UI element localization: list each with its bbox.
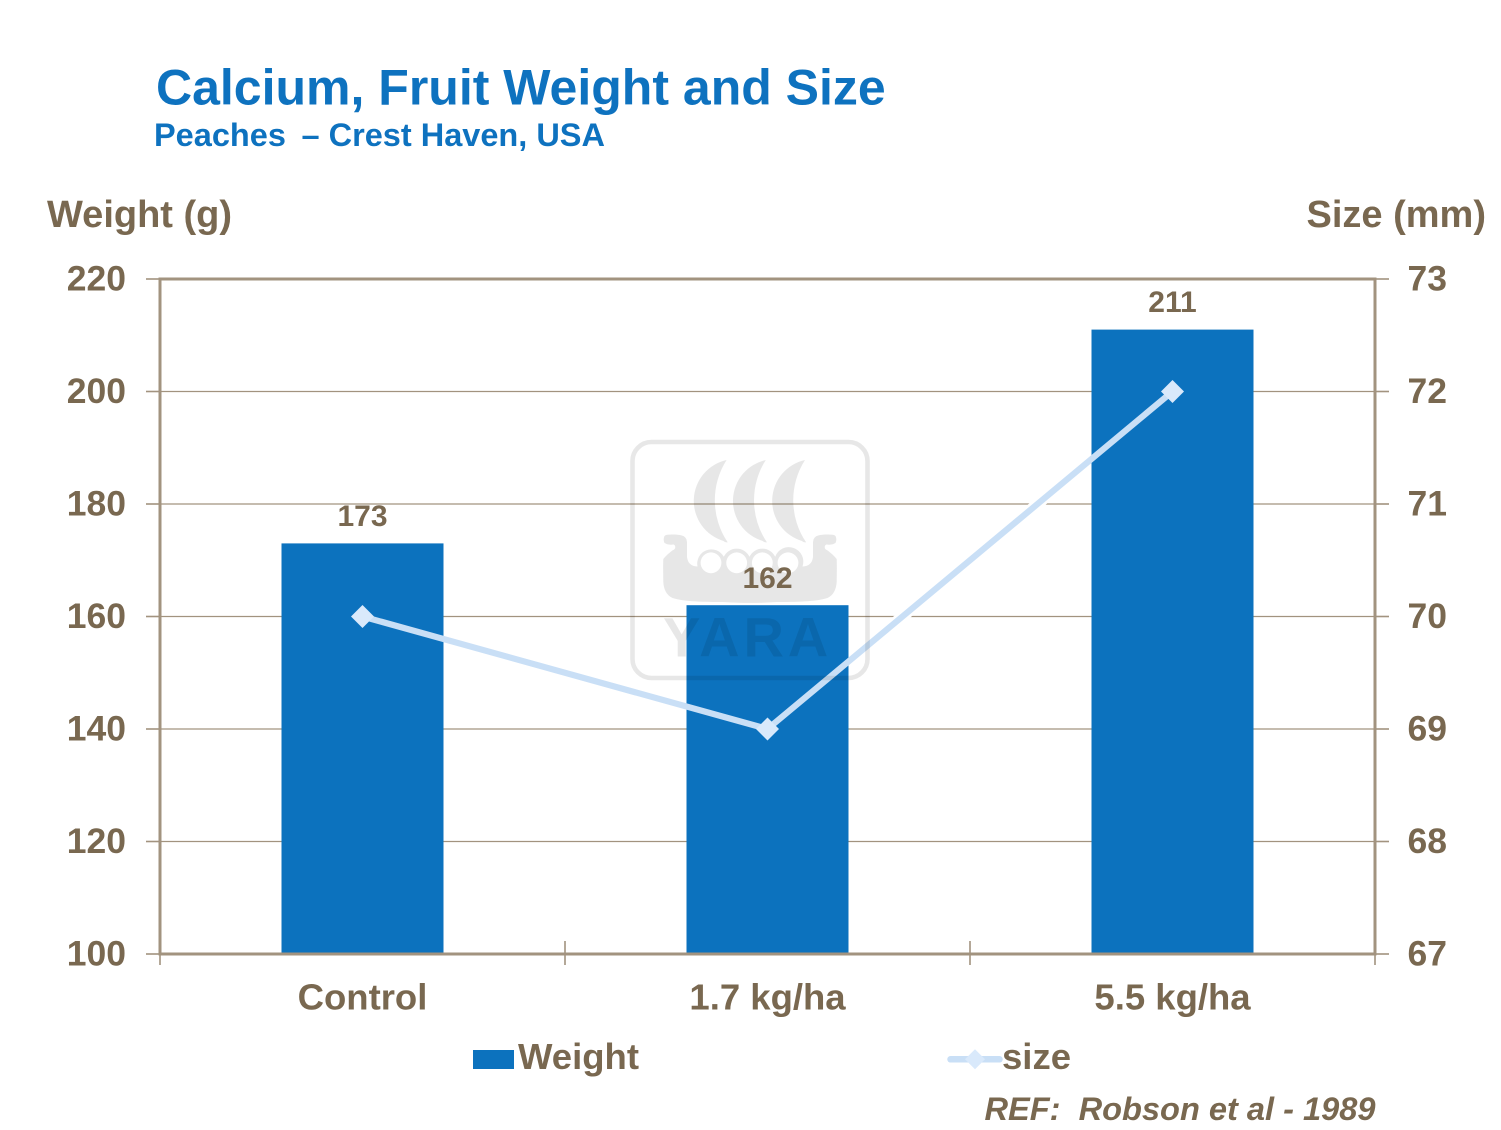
- svg-text:size: size: [1002, 1036, 1071, 1077]
- svg-text:Weight (g): Weight (g): [47, 194, 232, 236]
- svg-text:71: 71: [1408, 483, 1448, 523]
- svg-text:– Crest Haven, USA: – Crest Haven, USA: [302, 117, 605, 153]
- svg-text:68: 68: [1408, 821, 1448, 861]
- svg-text:73: 73: [1408, 258, 1448, 298]
- svg-text:211: 211: [1148, 286, 1196, 319]
- svg-text:1.7 kg/ha: 1.7 kg/ha: [689, 977, 846, 1018]
- svg-text:120: 120: [67, 821, 126, 861]
- svg-text:Weight: Weight: [518, 1036, 639, 1077]
- svg-text:69: 69: [1408, 708, 1448, 748]
- svg-text:180: 180: [67, 483, 126, 523]
- svg-text:140: 140: [67, 708, 126, 748]
- svg-text:220: 220: [67, 258, 126, 298]
- svg-text:100: 100: [67, 933, 126, 973]
- svg-text:Control: Control: [298, 977, 428, 1018]
- svg-text:200: 200: [67, 371, 126, 411]
- svg-text:Size (mm): Size (mm): [1307, 194, 1486, 236]
- svg-text:173: 173: [337, 500, 387, 533]
- svg-text:162: 162: [742, 562, 792, 595]
- svg-text:72: 72: [1408, 371, 1448, 411]
- svg-text:70: 70: [1408, 596, 1448, 636]
- svg-text:YARA: YARA: [663, 606, 832, 669]
- svg-text:160: 160: [67, 596, 126, 636]
- svg-text:67: 67: [1408, 933, 1448, 973]
- svg-text:REF: Robson et al - 1989: REF: Robson et al - 1989: [985, 1090, 1376, 1125]
- svg-text:Peaches: Peaches: [154, 117, 286, 153]
- svg-text:Calcium, Fruit Weight and Size: Calcium, Fruit Weight and Size: [156, 60, 886, 116]
- svg-text:5.5 kg/ha: 5.5 kg/ha: [1094, 977, 1251, 1018]
